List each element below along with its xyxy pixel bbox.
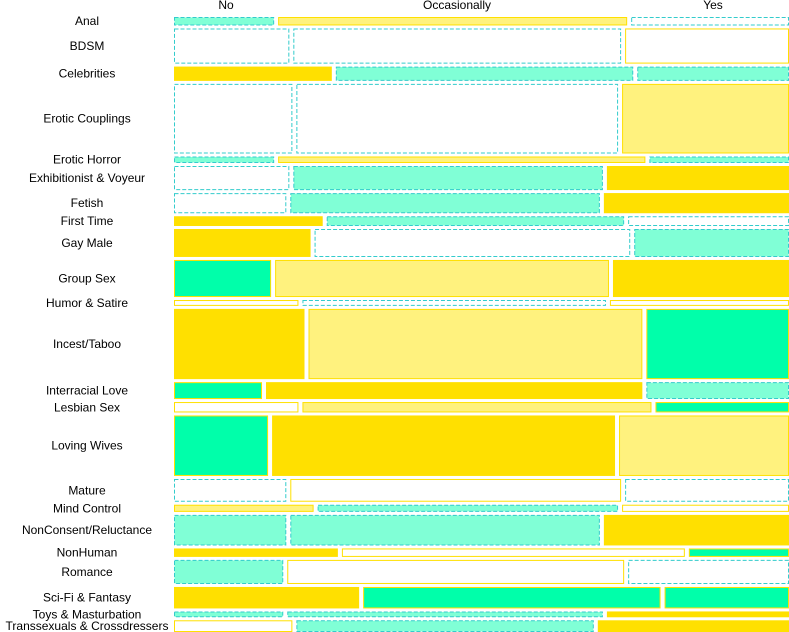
cell-interracial-love-yes <box>646 382 789 400</box>
row-label-interracial-love: Interracial Love <box>46 384 128 398</box>
cell-nonconsent-reluctance-no <box>174 514 287 546</box>
cell-sci-fi-fantasy-yes <box>664 586 789 609</box>
cell-lesbian-sex-no <box>174 402 299 413</box>
row-label-humor-satire: Humor & Satire <box>46 296 128 310</box>
cell-nonconsent-reluctance-occasionally <box>290 514 600 546</box>
cell-erotic-horror-yes <box>649 156 789 163</box>
column-header-no: No <box>218 0 234 12</box>
cell-humor-satire-no <box>174 300 299 306</box>
cell-anal-no <box>174 17 275 26</box>
row-label-mind-control: Mind Control <box>53 501 121 515</box>
cell-exhibitionist-voyeur-yes <box>606 166 789 191</box>
row-label-celebrities: Celebrities <box>59 67 116 81</box>
cell-fetish-occasionally <box>290 193 600 214</box>
column-header-occasionally: Occasionally <box>423 0 491 12</box>
cell-loving-wives-yes <box>619 415 789 476</box>
cell-incest-taboo-yes <box>646 308 789 380</box>
row-label-sci-fi-fantasy: Sci-Fi & Fantasy <box>43 591 131 605</box>
cell-group-sex-yes <box>612 259 789 298</box>
column-headers: No Occasionally Yes <box>218 0 722 12</box>
cell-bdsm-yes <box>625 28 789 64</box>
cell-sci-fi-fantasy-occasionally <box>363 586 661 609</box>
cell-group-sex-no <box>174 259 272 298</box>
cell-celebrities-occasionally <box>335 66 634 81</box>
row-label-first-time: First Time <box>61 214 114 228</box>
row-label-incest-taboo: Incest/Taboo <box>53 337 121 351</box>
cell-erotic-horror-no <box>174 156 275 163</box>
row-label-erotic-couplings: Erotic Couplings <box>43 112 130 126</box>
cell-anal-yes <box>631 17 789 26</box>
row-label-nonconsent-reluctance: NonConsent/Reluctance <box>22 523 152 537</box>
cell-exhibitionist-voyeur-occasionally <box>293 166 603 191</box>
cell-lesbian-sex-occasionally <box>302 402 652 413</box>
cell-gay-male-occasionally <box>314 228 631 257</box>
cell-celebrities-no <box>174 66 332 81</box>
cell-erotic-couplings-occasionally <box>296 83 619 154</box>
cell-erotic-couplings-no <box>174 83 293 154</box>
row-label-anal: Anal <box>75 14 99 28</box>
row-label-loving-wives: Loving Wives <box>51 439 122 453</box>
cell-bdsm-no <box>174 28 290 64</box>
row-label-romance: Romance <box>61 565 113 579</box>
cell-loving-wives-no <box>174 415 269 476</box>
cell-erotic-couplings-yes <box>622 83 789 154</box>
cell-toys-masturbation-no <box>174 611 284 618</box>
cell-fetish-no <box>174 193 287 214</box>
cell-romance-yes <box>628 559 789 584</box>
row-label-erotic-horror: Erotic Horror <box>53 153 121 167</box>
cell-interracial-love-no <box>174 382 263 400</box>
mosaic-cells <box>174 17 789 632</box>
cell-nonconsent-reluctance-yes <box>603 514 789 546</box>
cell-first-time-no <box>174 216 323 226</box>
cell-first-time-yes <box>628 216 789 226</box>
cell-mind-control-yes <box>622 504 789 512</box>
row-label-nonhuman: NonHuman <box>57 546 118 560</box>
column-header-yes: Yes <box>703 0 723 12</box>
row-label-toys-masturbation: Toys & Masturbation <box>33 607 142 621</box>
row-label-lesbian-sex: Lesbian Sex <box>54 400 120 414</box>
cell-romance-no <box>174 559 284 584</box>
cell-first-time-occasionally <box>326 216 625 226</box>
cell-transsexuals-crossdressers-yes <box>597 620 789 632</box>
cell-romance-occasionally <box>287 559 625 584</box>
cell-nonhuman-yes <box>688 548 789 557</box>
cell-group-sex-occasionally <box>275 259 609 298</box>
cell-celebrities-yes <box>637 66 789 81</box>
cell-mature-no <box>174 478 287 502</box>
row-labels: Anal BDSM Celebrities Erotic Couplings Eroti… <box>6 14 169 632</box>
cell-interracial-love-occasionally <box>266 382 643 400</box>
cell-humor-satire-occasionally <box>302 300 606 306</box>
cell-exhibitionist-voyeur-no <box>174 166 290 191</box>
cell-incest-taboo-no <box>174 308 305 380</box>
row-label-fetish: Fetish <box>71 196 104 210</box>
cell-erotic-horror-occasionally <box>278 156 646 163</box>
cell-lesbian-sex-yes <box>655 402 789 413</box>
row-label-exhibitionist-voyeur: Exhibitionist & Voyeur <box>29 171 145 185</box>
cell-sci-fi-fantasy-no <box>174 586 360 609</box>
cell-loving-wives-occasionally <box>272 415 616 476</box>
cell-humor-satire-yes <box>609 300 789 306</box>
row-label-gay-male: Gay Male <box>61 236 113 250</box>
cell-gay-male-yes <box>634 228 789 257</box>
cell-transsexuals-crossdressers-no <box>174 620 293 632</box>
row-label-bdsm: BDSM <box>70 39 105 53</box>
row-label-transsexuals-crossdressers: Transsexuals & Crossdressers <box>6 619 169 632</box>
row-label-group-sex: Group Sex <box>58 271 115 285</box>
row-label-mature: Mature <box>68 483 106 497</box>
cell-mind-control-occasionally <box>317 504 619 512</box>
cell-anal-occasionally <box>278 17 628 26</box>
cell-mature-occasionally <box>290 478 622 502</box>
cell-incest-taboo-occasionally <box>308 308 643 380</box>
cell-toys-masturbation-occasionally <box>287 611 603 618</box>
cell-toys-masturbation-yes <box>606 611 789 618</box>
cell-mature-yes <box>625 478 789 502</box>
cell-gay-male-no <box>174 228 311 257</box>
cell-nonhuman-occasionally <box>341 548 685 557</box>
cell-mind-control-no <box>174 504 314 512</box>
cell-bdsm-occasionally <box>293 28 622 64</box>
cell-fetish-yes <box>603 193 789 214</box>
cell-nonhuman-no <box>174 548 338 557</box>
cell-transsexuals-crossdressers-occasionally <box>296 620 594 632</box>
